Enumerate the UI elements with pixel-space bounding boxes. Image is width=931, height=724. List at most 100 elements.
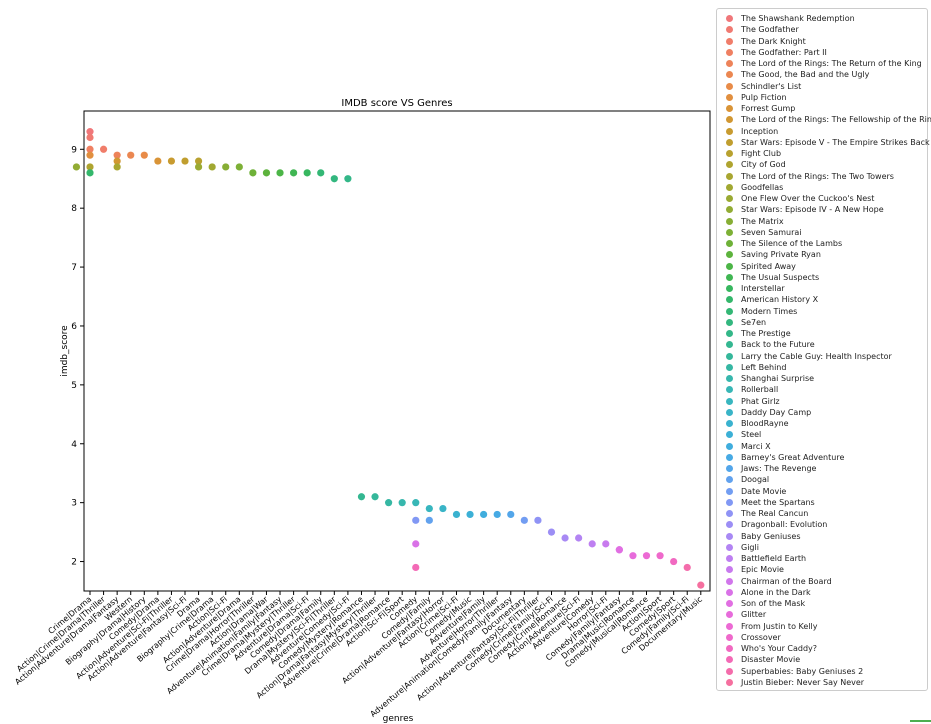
data-point (235, 163, 243, 171)
legend-marker (726, 206, 733, 214)
legend-label: Baby Geniuses (741, 531, 801, 541)
data-point (357, 493, 366, 501)
data-point (466, 510, 474, 519)
legend-label: City of God (741, 160, 786, 170)
data-point (534, 516, 542, 524)
legend-label: Glitter (741, 610, 767, 620)
legend-label: Who's Your Caddy? (741, 644, 818, 653)
data-point (575, 534, 583, 542)
legend-label: Rollerball (741, 385, 779, 395)
legend-marker (726, 161, 733, 169)
data-point (208, 163, 216, 171)
legend-marker (726, 262, 733, 270)
legend-marker (726, 566, 733, 574)
legend-marker (726, 60, 733, 67)
legend-label: Date Movie (741, 486, 787, 496)
legend-marker (726, 71, 733, 79)
legend-marker (726, 93, 733, 101)
legend-marker (726, 667, 733, 675)
legend-label: Marci X (741, 441, 771, 451)
data-point (249, 169, 257, 177)
legend-marker (726, 105, 733, 112)
data-point (697, 581, 705, 589)
legend-marker (726, 386, 733, 394)
legend-marker (726, 273, 733, 281)
legend-label: Battlefield Earth (741, 554, 807, 563)
legend-marker (726, 228, 733, 236)
data-point (86, 145, 94, 153)
data-point (507, 510, 515, 519)
data-point (276, 169, 284, 177)
legend-marker (726, 82, 733, 90)
legend-marker (726, 622, 733, 630)
legend-label: The Good, the Bad and the Ugly (741, 70, 870, 80)
data-point (99, 145, 108, 153)
data-point (86, 163, 94, 171)
legend-label: The Usual Suspects (741, 272, 820, 282)
y-tick-label: 7 (71, 263, 77, 273)
legend-marker (726, 127, 733, 135)
legend-marker (726, 555, 733, 562)
legend-label: The Shawshank Redemption (741, 14, 855, 23)
x-axis-label: genres (383, 714, 414, 724)
legend-marker (726, 375, 733, 382)
legend-marker (726, 465, 733, 472)
legend-label: Son of the Mask (741, 599, 806, 608)
y-tick-label: 4 (71, 440, 77, 450)
legend: The Shawshank Redemption The Godfather The… (716, 8, 931, 691)
legend-label: Doogal (741, 475, 770, 485)
data-point (317, 169, 325, 177)
data-point (452, 510, 461, 519)
data-point (371, 493, 379, 501)
data-point (262, 169, 271, 177)
data-point (154, 157, 162, 165)
data-point (303, 169, 311, 177)
data-point (439, 504, 447, 513)
legend-label: Pulp Fiction (741, 92, 787, 102)
legend-marker (726, 453, 733, 461)
legend-marker (726, 656, 733, 664)
corner-indicator (910, 720, 931, 722)
data-point (412, 540, 420, 548)
legend-label: Chairman of the Board (741, 576, 832, 586)
data-point (493, 510, 501, 519)
data-point (86, 133, 94, 142)
legend-label: Jaws: The Revenge (741, 464, 817, 473)
legend-label: The Silence of the Lambs (741, 239, 843, 248)
legend-marker (726, 195, 733, 202)
data-point (412, 563, 420, 572)
data-point (425, 516, 433, 524)
legend-marker (726, 476, 733, 484)
legend-label: Seven Samurai (741, 227, 802, 237)
y-axis: 2 3 4 5 6 7 8 9 (71, 145, 84, 568)
legend-label: Fight Club (741, 149, 782, 158)
legend-marker (726, 48, 733, 56)
data-point (330, 175, 338, 183)
legend-label: The Godfather (741, 25, 799, 35)
legend-label: Modern Times (741, 306, 798, 316)
legend-marker (726, 251, 733, 259)
data-point (194, 163, 203, 171)
legend-marker (726, 26, 733, 34)
legend-marker (726, 498, 733, 506)
legend-marker (726, 37, 733, 45)
data-point (289, 169, 298, 177)
legend-marker (726, 510, 733, 517)
data-point (561, 534, 569, 542)
legend-marker (726, 172, 733, 180)
legend-label: Forrest Gump (741, 104, 796, 113)
data-point (86, 169, 94, 177)
legend-marker (726, 15, 733, 22)
chart-title: IMDB score VS Genres (341, 98, 452, 109)
legend-marker (726, 138, 733, 146)
legend-label: BloodRayne (741, 419, 789, 428)
legend-marker (726, 341, 733, 349)
legend-label: The Dark Knight (741, 36, 806, 46)
data-point (398, 499, 406, 507)
legend-marker (726, 645, 733, 652)
data-point (113, 163, 121, 171)
legend-label: Shanghai Surprise (741, 374, 815, 383)
legend-marker (726, 352, 733, 360)
legend-marker (726, 577, 733, 585)
legend-label: The Lord of the Rings: The Return of the… (741, 59, 922, 68)
